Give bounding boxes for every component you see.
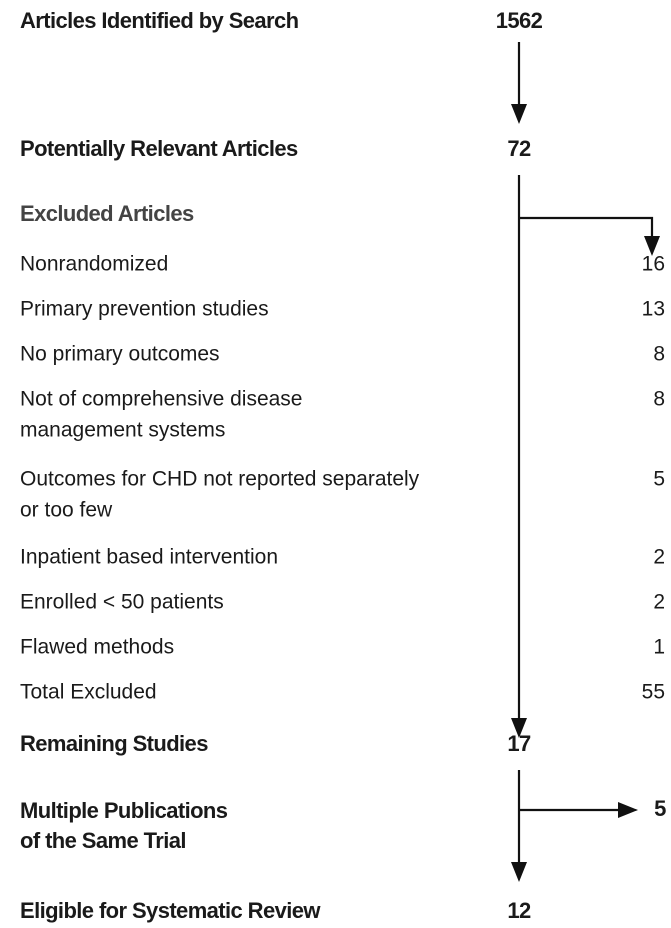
arrowhead (644, 236, 660, 256)
reason-label: Primary prevention studies (20, 298, 269, 321)
branch-connector (519, 216, 654, 240)
stage-count: 1562 (496, 8, 543, 33)
stage-count: 17 (507, 731, 531, 756)
reason-count: 5 (653, 468, 665, 491)
stage-label: Remaining Studies (20, 731, 208, 756)
reason-count: 16 (642, 253, 665, 276)
duplicates-label: of the Same Trial (20, 828, 186, 853)
reason-count: 1 (653, 636, 665, 659)
reason-count: 8 (653, 388, 665, 411)
reason-count: 2 (653, 591, 665, 614)
stage-count: 12 (507, 898, 531, 923)
reason-label: Flawed methods (20, 636, 174, 659)
reason-label: Enrolled < 50 patients (20, 591, 224, 614)
stage-label: Articles Identified by Search (20, 8, 299, 33)
reason-label: Inpatient based intervention (20, 546, 278, 569)
excluded-title: Excluded Articles (20, 201, 194, 226)
reason-label: or too few (20, 499, 113, 522)
reason-label: Not of comprehensive disease (20, 388, 303, 411)
reason-count: 13 (642, 298, 665, 321)
stage-count: 72 (507, 136, 531, 161)
arrowhead (511, 104, 527, 124)
arrowhead (511, 862, 527, 882)
total-label: Total Excluded (20, 681, 157, 704)
reason-label: management systems (20, 419, 225, 442)
duplicates-label: Multiple Publications (20, 798, 228, 823)
reason-count: 2 (653, 546, 665, 569)
arrowhead (511, 718, 527, 738)
arrowhead (618, 802, 638, 818)
total-count: 55 (642, 681, 665, 704)
reason-count: 8 (653, 343, 665, 366)
duplicates-count: 5 (654, 796, 666, 821)
stage-label: Potentially Relevant Articles (20, 136, 298, 161)
reason-label: Nonrandomized (20, 253, 168, 276)
stage-label: Eligible for Systematic Review (20, 898, 321, 923)
reason-label: No primary outcomes (20, 343, 220, 366)
reason-label: Outcomes for CHD not reported separately (20, 468, 420, 491)
